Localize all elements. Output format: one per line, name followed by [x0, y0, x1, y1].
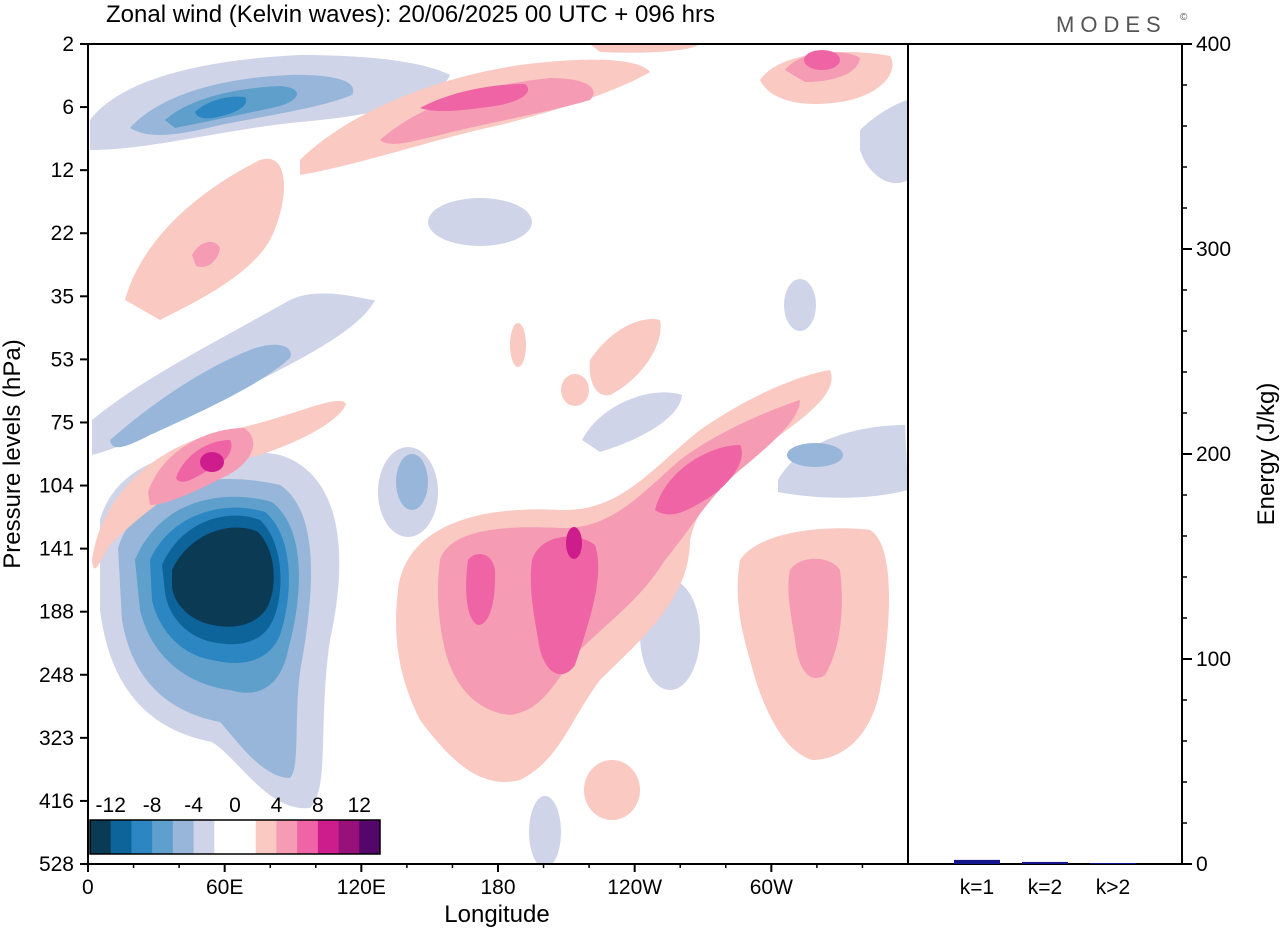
y-tick-label: 6 — [62, 96, 74, 119]
y-tick-label: 248 — [39, 664, 74, 687]
neg-blob-35 — [784, 279, 816, 331]
bar-plot-frame — [907, 43, 1183, 865]
energy-tick-label: 100 — [1196, 648, 1231, 671]
x-axis: 0 60E 120E 180 120W 60W — [82, 864, 864, 899]
energy-bar-label: k=2 — [1028, 876, 1062, 899]
x-tick-label: 180 — [480, 876, 515, 899]
energy-bar-label: k=1 — [960, 876, 994, 899]
y-axis-label: Pressure levels (hPa) — [0, 339, 26, 568]
energy-axis-label: Energy (J/kg) — [1253, 383, 1280, 526]
neg-blob-141-mid — [396, 454, 428, 510]
pos-band-6-mid — [380, 78, 594, 144]
y-tick-label: 188 — [39, 601, 74, 624]
colorbar-swatch — [110, 820, 132, 854]
pos-region-104 — [92, 400, 346, 569]
colorbar-swatch — [255, 820, 277, 854]
chart-title: Zonal wind (Kelvin waves): 20/06/2025 00… — [106, 1, 715, 28]
y-tick-label: 2 — [62, 33, 74, 56]
pos-region-104-peak — [200, 452, 224, 472]
x-tick-label: 60E — [206, 876, 243, 899]
y-tick-label: 35 — [51, 285, 74, 308]
neg-blob-416 — [529, 796, 561, 864]
colorbar-swatch — [214, 820, 236, 854]
x-tick-label: 120E — [337, 876, 386, 899]
pos-band-22 — [125, 158, 284, 320]
colorbar-swatch — [172, 820, 194, 854]
neg-region-lvl6 — [172, 527, 274, 627]
neg-blob-12 — [860, 100, 908, 184]
colorbar-label: 8 — [312, 794, 324, 817]
colorbar-label: -12 — [96, 794, 126, 817]
x-axis-label: Longitude — [444, 901, 549, 928]
neg-band-6-peak — [195, 96, 247, 119]
colorbar-swatch — [297, 820, 319, 854]
pos-blob-53 — [589, 319, 661, 396]
energy-tick-label: 400 — [1196, 33, 1231, 56]
colorbar-swatch — [131, 820, 153, 854]
energy-bar — [1022, 861, 1068, 864]
pos-region-180-core — [530, 536, 599, 675]
pos-region-60w-mid — [788, 558, 842, 679]
neg-blob-104-mid — [787, 443, 843, 467]
energy-bar — [954, 859, 1000, 864]
pos-blob-35 — [510, 323, 526, 367]
neg-blob-75 — [582, 392, 682, 452]
colorbar-label: 4 — [271, 794, 283, 817]
y-tick-label: 141 — [39, 538, 74, 561]
energy-bars: k=1 k=2 k>2 — [954, 859, 1136, 899]
pos-blob-53-b — [561, 374, 589, 406]
pos-blob-416 — [584, 760, 640, 820]
colorbar-label: -4 — [184, 794, 203, 817]
pos-band-3-core — [804, 50, 840, 70]
colorbar-label: 12 — [348, 794, 371, 817]
energy-tick-label: 200 — [1196, 443, 1231, 466]
colorbar-frame — [89, 819, 381, 855]
y-tick-label: 12 — [51, 159, 74, 182]
x-tick-label: 120W — [607, 876, 662, 899]
energy-tick-label: 0 — [1196, 853, 1208, 876]
neg-band-53-mid — [110, 344, 291, 448]
brand-mark: © — [1180, 12, 1188, 23]
energy-axis: 0 100 200 300 400 — [1182, 33, 1231, 876]
colorbar-swatch — [359, 820, 381, 854]
pos-region-180-peak — [566, 527, 582, 559]
y-tick-label: 22 — [51, 222, 74, 245]
y-tick-label: 416 — [39, 790, 74, 813]
pos-region-120w-core — [655, 445, 742, 515]
neg-blob-104 — [778, 425, 908, 498]
colorbar-label: -8 — [143, 794, 162, 817]
contour-field — [90, 44, 908, 864]
colorbar-label: 0 — [229, 794, 241, 817]
y-tick-label: 528 — [39, 853, 74, 876]
colorbar: -12 -8 -4 0 4 8 12 — [89, 794, 381, 855]
energy-bar-label: k>2 — [1096, 876, 1130, 899]
energy-bar — [1090, 862, 1136, 864]
pos-band-2 — [590, 44, 700, 53]
y-tick-label: 104 — [39, 475, 74, 498]
colorbar-swatch — [317, 820, 339, 854]
pos-region-150-core — [466, 554, 496, 625]
colorbar-swatch — [152, 820, 174, 854]
x-tick-label: 0 — [82, 876, 94, 899]
colorbar-swatch — [276, 820, 298, 854]
x-tick-label: 60W — [750, 876, 793, 899]
colorbar-swatch — [338, 820, 360, 854]
colorbar-swatch — [90, 820, 112, 854]
colorbar-swatch — [235, 820, 257, 854]
y-tick-label: 323 — [39, 727, 74, 750]
y-tick-label: 75 — [51, 411, 74, 434]
energy-tick-label: 300 — [1196, 238, 1231, 261]
colorbar-swatch — [193, 820, 215, 854]
pos-band-22-mid — [192, 241, 220, 268]
pos-band-6-core — [420, 84, 529, 112]
y-axis: 2 6 12 22 35 53 75 104 141 188 248 323 416 528 — [39, 33, 88, 876]
neg-blob-22 — [428, 198, 532, 246]
y-tick-label: 53 — [51, 348, 74, 371]
brand-logo: MODES — [1056, 12, 1167, 37]
